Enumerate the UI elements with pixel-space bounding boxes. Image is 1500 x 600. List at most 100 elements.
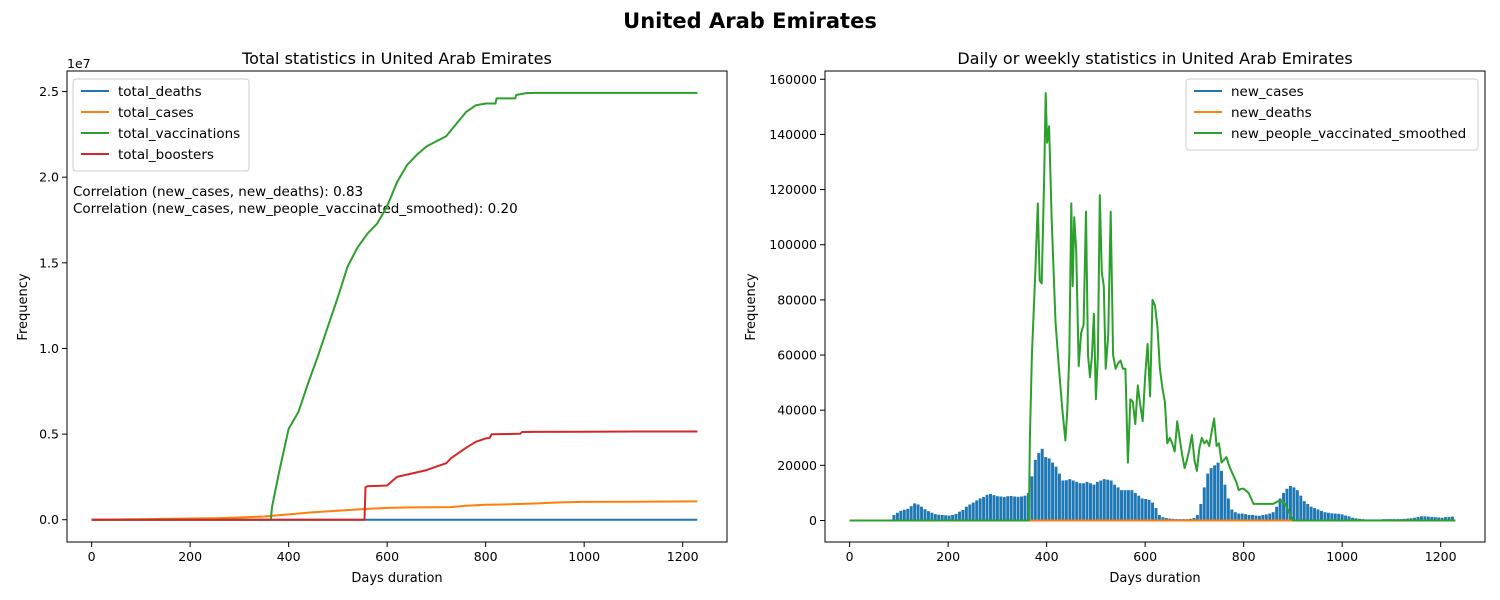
new-cases-bar [1164, 518, 1168, 521]
new-cases-bar [1154, 508, 1158, 521]
legend-label-total-deaths: total_deaths [118, 84, 202, 100]
new-cases-bar [1233, 512, 1237, 521]
new-cases-bar [1023, 495, 1027, 521]
new-cases-bar [1061, 480, 1065, 521]
new-cases-bar [1033, 459, 1037, 521]
legend-item-new-cases: new_cases [1194, 84, 1304, 100]
new-cases-bar [1095, 481, 1099, 521]
new-cases-bar [992, 495, 996, 521]
new-cases-bar [1240, 513, 1244, 521]
new-cases-bar [1085, 481, 1089, 521]
new-cases-bar [1340, 514, 1344, 521]
new-cases-bar [1309, 506, 1313, 521]
legend-item-new-people-vaccinated-smoothed: new_people_vaccinated_smoothed [1194, 126, 1466, 142]
new-cases-bar [1278, 498, 1282, 521]
new-cases-bar [985, 494, 989, 521]
new-cases-bar [1206, 473, 1210, 521]
new-cases-bar [1213, 465, 1217, 521]
new-cases-bar [1247, 514, 1251, 521]
daily-y-tick-label: 60000 [777, 348, 817, 363]
new-cases-bar [913, 503, 917, 521]
new-cases-bar [1299, 495, 1303, 521]
new-cases-bar [1323, 512, 1327, 521]
daily-x-tick-label: 1200 [1425, 549, 1457, 564]
total-x-tick-label: 0 [88, 549, 96, 564]
total-boosters-line [91, 430, 698, 521]
new-cases-bar [1351, 517, 1354, 521]
new-cases-bar [895, 512, 899, 521]
new-cases-bar [1333, 513, 1337, 521]
daily-x-tick-label: 200 [936, 549, 960, 564]
legend-label-total-boosters: total_boosters [118, 147, 214, 163]
daily-y-tick-label: 120000 [769, 182, 817, 197]
total-x-tick-label: 400 [277, 549, 301, 564]
new-cases-bar [1209, 468, 1213, 521]
new-cases-bar [1326, 512, 1330, 521]
daily-x-tick-label: 600 [1133, 549, 1157, 564]
new-cases-bar [1126, 490, 1130, 521]
total-cases-line [91, 500, 698, 521]
new-cases-bar [1109, 480, 1113, 521]
correlation-annotation-deaths: Correlation (new_cases, new_deaths): 0.8… [73, 184, 363, 200]
new-cases-bar [968, 504, 972, 521]
new-cases-bar [978, 498, 982, 521]
daily-chart-ylabel: Frequency [744, 273, 759, 340]
legend-label-total-cases: total_cases [118, 105, 194, 121]
new-cases-bar [1437, 517, 1441, 521]
new-cases-bar [1116, 487, 1120, 521]
total-chart-offset-label: 1e7 [67, 56, 91, 71]
new-cases-bar [1451, 516, 1454, 521]
new-cases-bar [1120, 490, 1123, 521]
new-cases-bar [1037, 452, 1041, 521]
new-cases-bar [975, 500, 979, 521]
new-cases-bar [1416, 516, 1420, 521]
new-cases-bar [1285, 488, 1289, 521]
correlation-annotation-vaccinated: Correlation (new_cases, new_people_vacci… [73, 201, 518, 217]
legend-item-total-cases: total_cases [81, 105, 194, 121]
new-cases-bar [1057, 473, 1061, 521]
new-cases-bar [920, 506, 924, 521]
daily-legend-box [1185, 78, 1479, 151]
legend-label-new-deaths: new_deaths [1231, 105, 1312, 121]
new-cases-bar [1313, 508, 1317, 521]
new-cases-bar [1068, 479, 1072, 521]
new-cases-bar [971, 502, 975, 521]
new-cases-bar [1199, 503, 1203, 521]
new-cases-bar [1002, 497, 1006, 521]
new-cases-bar [947, 515, 951, 521]
daily-plot-area [849, 92, 1456, 522]
new-cases-bar [940, 514, 944, 521]
daily-x-tick-label: 1000 [1326, 549, 1358, 564]
new-cases-bar [1047, 458, 1051, 521]
daily-y-tick-label: 40000 [777, 403, 817, 418]
legend-label-new-cases: new_cases [1231, 84, 1304, 100]
daily-axes-frame [824, 70, 1486, 543]
new-cases-bar [1137, 495, 1141, 521]
new-cases-bar [902, 509, 906, 521]
new-cases-bar [1051, 462, 1055, 521]
new-cases-bar [1306, 503, 1310, 521]
new-cases-bar [1147, 499, 1151, 521]
new-cases-bar [1237, 513, 1241, 521]
new-cases-bar [1040, 448, 1044, 521]
new-cases-bar [1426, 516, 1430, 521]
new-cases-bar [923, 509, 927, 521]
total-chart-title: Total statistics in United Arab Emirates [241, 49, 552, 68]
total-axes-frame [66, 70, 728, 543]
new-cases-bar [1254, 515, 1258, 521]
new-cases-bar [906, 508, 910, 521]
new-cases-bar [1151, 502, 1155, 521]
daily-chart-xlabel: Days duration [1109, 571, 1200, 586]
new-cases-bar [1337, 513, 1341, 521]
new-cases-bar [1216, 462, 1220, 521]
new-cases-bar [1409, 518, 1413, 521]
figure-title: United Arab Emirates [623, 9, 877, 33]
new-cases-bar [1078, 483, 1082, 521]
new-cases-bar [909, 506, 913, 521]
daily-y-tick-label: 80000 [777, 292, 817, 307]
new-cases-bar [1082, 483, 1086, 521]
new-cases-bar [930, 512, 934, 521]
new-cases-bar [954, 513, 958, 521]
new-cases-bar [933, 514, 937, 521]
new-cases-bar [1006, 496, 1010, 521]
